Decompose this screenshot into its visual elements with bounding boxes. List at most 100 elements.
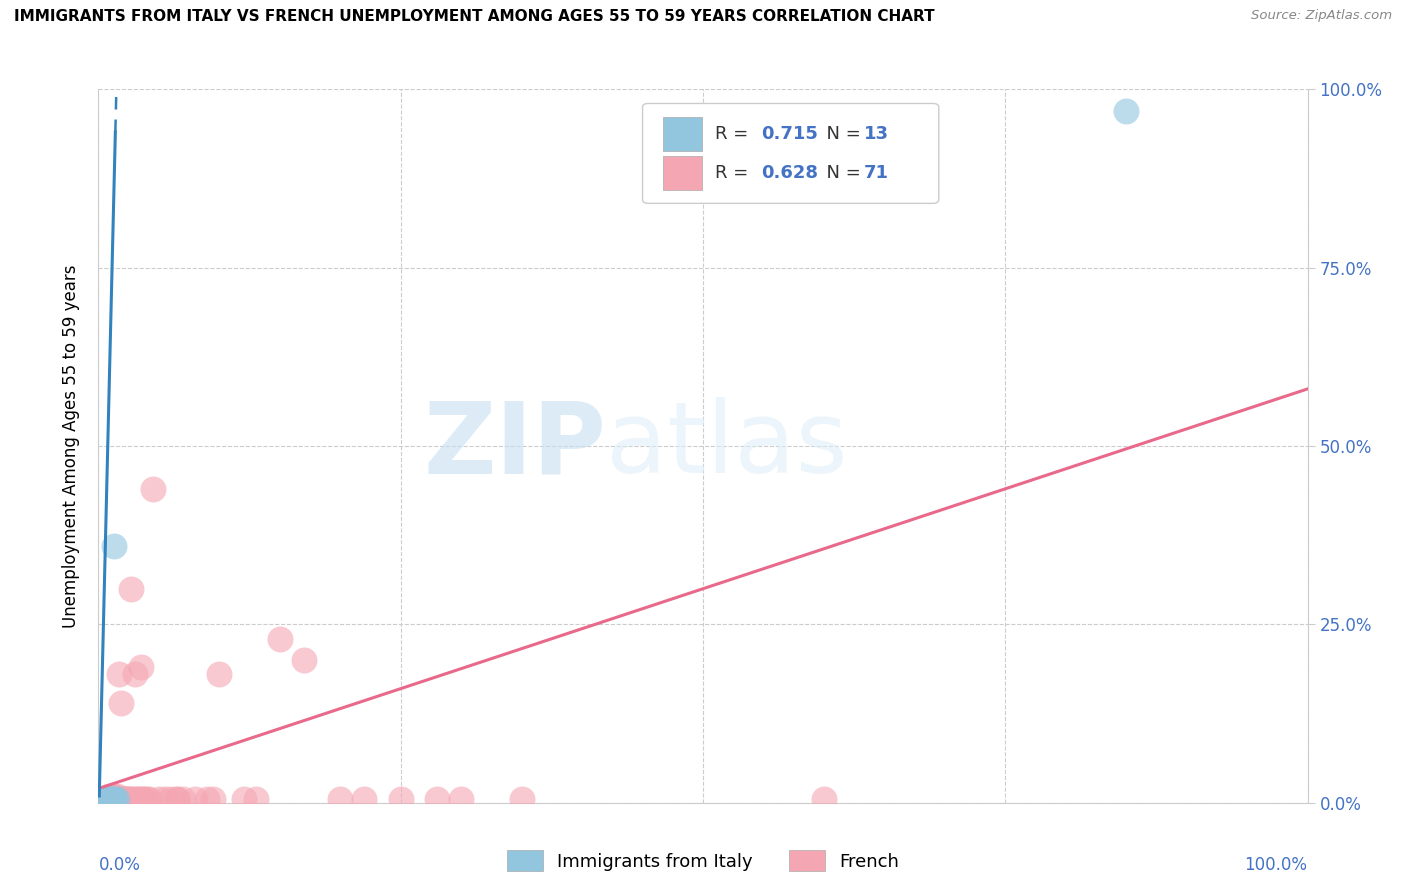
Point [135,792,157,806]
Point [100,792,122,806]
Point [134,792,156,806]
Point [94,792,117,806]
Point [101,792,124,806]
Text: 0.0%: 0.0% [98,856,141,874]
Point [105,789,128,803]
Point [117,792,139,806]
FancyBboxPatch shape [643,103,939,203]
Point [510,792,533,806]
Point [100,792,122,806]
Point [1115,103,1137,118]
Point [142,482,165,496]
Point [97,792,120,806]
Point [426,792,449,806]
Point [94,792,117,806]
Point [105,792,128,806]
Point [97,792,120,806]
Point [97,792,120,806]
Point [172,792,194,806]
Text: R =: R = [716,164,754,182]
Point [104,792,127,806]
Point [108,792,131,806]
Point [101,792,124,806]
Point [100,792,122,806]
Point [166,792,188,806]
FancyBboxPatch shape [664,117,702,152]
Point [93,792,115,806]
Point [114,792,136,806]
Point [389,792,412,806]
Point [100,789,122,803]
Point [160,792,183,806]
Point [138,792,160,806]
Point [100,792,122,806]
Point [118,792,141,806]
Point [148,792,170,806]
Point [195,792,218,806]
Point [104,792,127,806]
Legend: Immigrants from Italy, French: Immigrants from Italy, French [499,843,907,879]
Point [93,792,115,806]
Text: R =: R = [716,125,754,143]
Point [98,789,121,803]
Point [107,792,129,806]
Point [153,792,176,806]
Point [96,792,118,806]
Text: IMMIGRANTS FROM ITALY VS FRENCH UNEMPLOYMENT AMONG AGES 55 TO 59 YEARS CORRELATI: IMMIGRANTS FROM ITALY VS FRENCH UNEMPLOY… [14,9,935,24]
Point [127,792,149,806]
Point [127,792,149,806]
Point [813,792,835,806]
Point [232,792,254,806]
Point [101,792,124,806]
Point [118,792,141,806]
Point [111,792,134,806]
Text: 0.715: 0.715 [761,125,818,143]
Point [98,792,121,806]
Point [98,792,121,806]
Point [450,792,472,806]
Point [112,792,135,806]
FancyBboxPatch shape [664,155,702,190]
Point [111,792,134,806]
Point [329,792,352,806]
Text: 0.628: 0.628 [761,164,818,182]
Point [94,792,117,806]
Point [91,792,114,806]
Point [121,792,143,806]
Text: N =: N = [815,164,868,182]
Text: atlas: atlas [606,398,848,494]
Point [129,792,152,806]
Point [105,792,128,806]
Point [124,792,146,806]
Point [96,792,118,806]
Point [103,789,125,803]
Point [245,792,267,806]
Point [93,792,115,806]
Point [115,792,138,806]
Y-axis label: Unemployment Among Ages 55 to 59 years: Unemployment Among Ages 55 to 59 years [62,264,80,628]
Point [208,667,231,681]
Text: 13: 13 [863,125,889,143]
Point [184,792,207,806]
Point [132,792,155,806]
Text: Source: ZipAtlas.com: Source: ZipAtlas.com [1251,9,1392,22]
Text: 100.0%: 100.0% [1244,856,1308,874]
Point [120,582,142,596]
Text: 71: 71 [863,164,889,182]
Point [107,792,129,806]
Point [103,539,125,553]
Point [269,632,291,646]
Text: N =: N = [815,125,868,143]
Point [292,653,315,667]
Point [166,792,188,806]
Point [108,667,131,681]
Point [202,792,225,806]
Text: ZIP: ZIP [423,398,606,494]
Point [124,667,146,681]
Point [100,792,122,806]
Point [93,792,115,806]
Point [103,792,125,806]
Point [91,792,114,806]
Point [353,792,375,806]
Point [96,792,118,806]
